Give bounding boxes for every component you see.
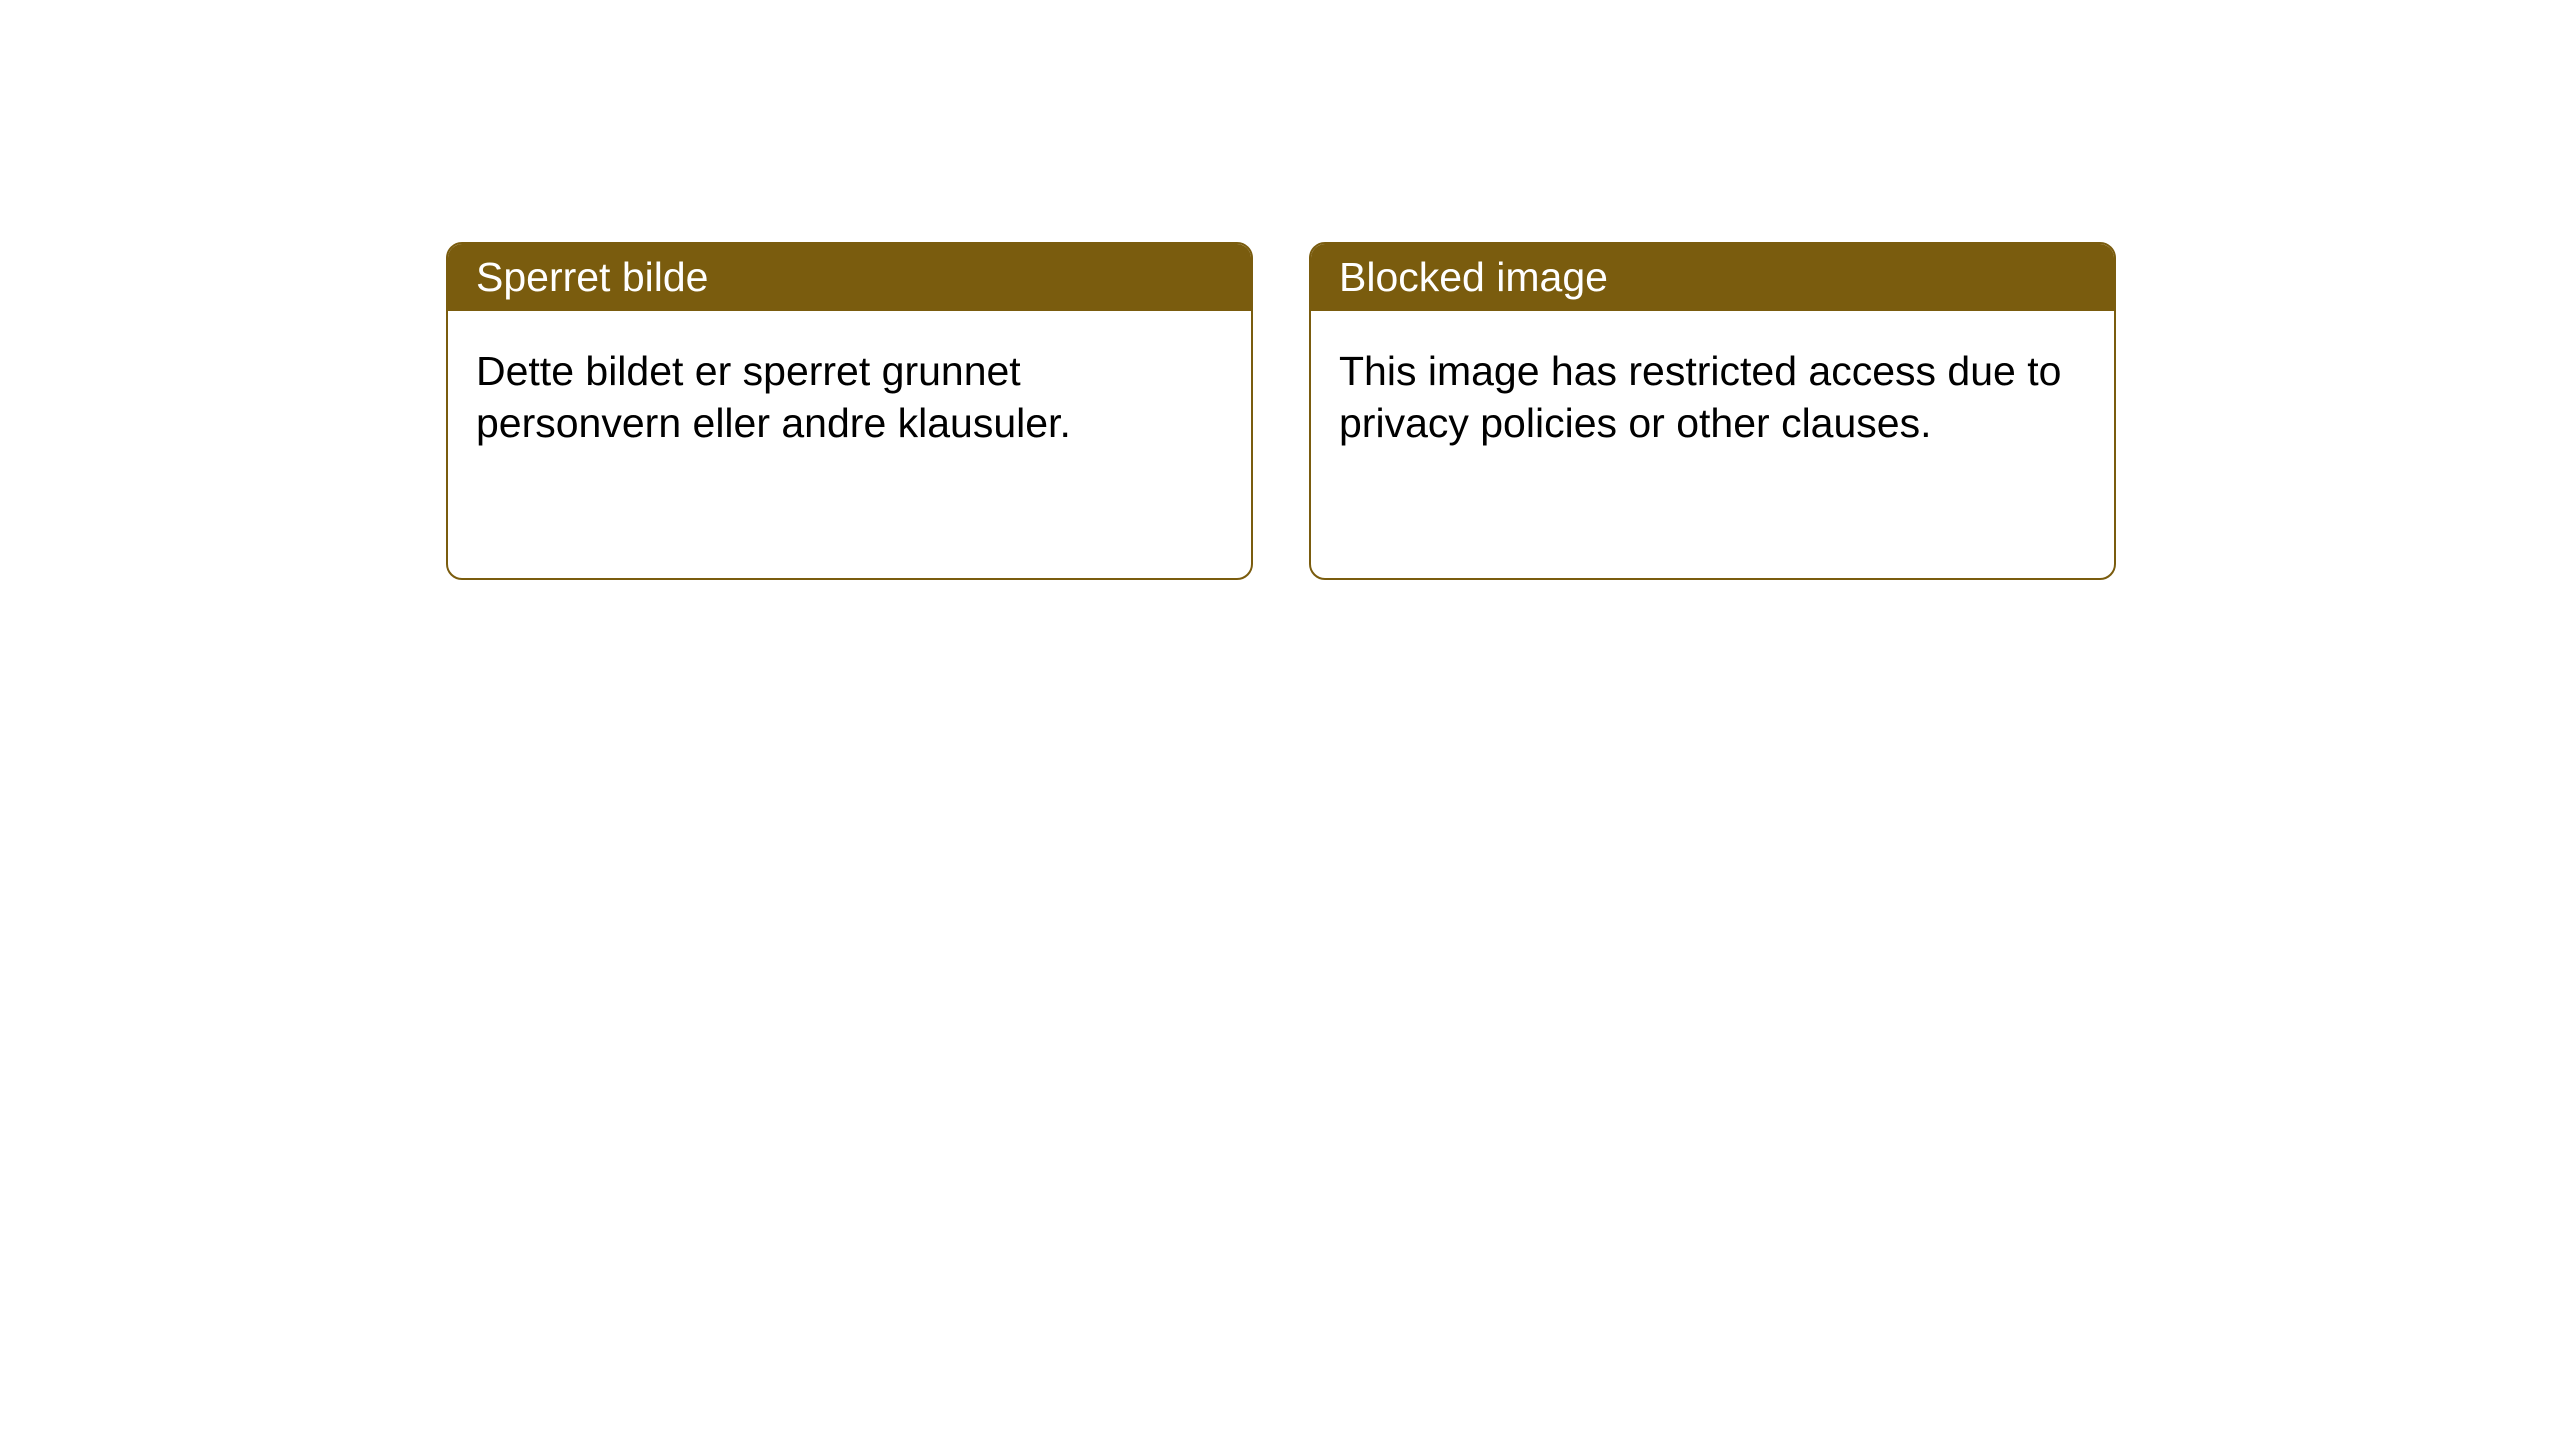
notice-card-english: Blocked image This image has restricted … — [1309, 242, 2116, 580]
notice-header-norwegian: Sperret bilde — [448, 244, 1251, 311]
notice-body-english: This image has restricted access due to … — [1311, 311, 2114, 484]
notice-body-norwegian: Dette bildet er sperret grunnet personve… — [448, 311, 1251, 484]
notice-card-norwegian: Sperret bilde Dette bildet er sperret gr… — [446, 242, 1253, 580]
notice-header-english: Blocked image — [1311, 244, 2114, 311]
notice-container: Sperret bilde Dette bildet er sperret gr… — [446, 242, 2116, 580]
